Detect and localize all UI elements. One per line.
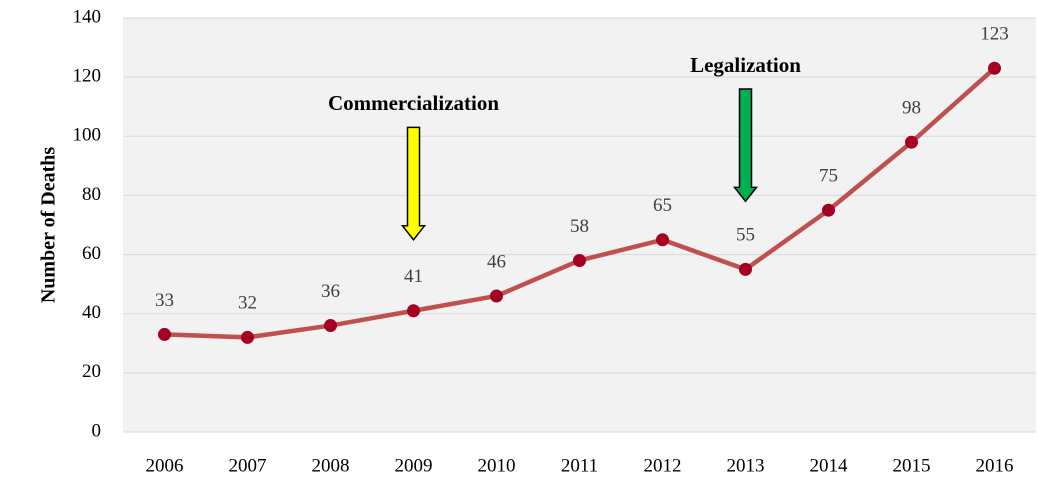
x-tick-label: 2010: [478, 455, 516, 476]
data-label: 58: [570, 216, 589, 237]
gridlines: [123, 17, 1036, 433]
data-point: [324, 319, 337, 333]
x-tick-label: 2016: [976, 455, 1014, 476]
y-tick-label: 100: [73, 125, 102, 146]
y-tick-label: 80: [82, 184, 101, 205]
annotations: Commercialization Legalization: [328, 53, 801, 241]
data-label: 65: [653, 195, 672, 216]
data-point: [822, 203, 835, 217]
x-tick-label: 2007: [229, 455, 267, 476]
data-point: [905, 135, 918, 149]
y-axis-label: Number of Deaths: [38, 147, 60, 304]
data-point: [739, 262, 752, 276]
annotation-arrow: [400, 126, 427, 241]
annotation-label: Legalization: [690, 53, 801, 77]
x-tick-label: 2006: [146, 455, 184, 476]
y-tick-label: 20: [82, 361, 101, 382]
data-point: [158, 327, 171, 341]
data-label: 55: [736, 225, 755, 246]
x-tick-label: 2013: [727, 455, 765, 476]
x-tick-label: 2008: [312, 455, 350, 476]
plot-background: [123, 18, 1036, 432]
data-point: [407, 304, 420, 318]
data-label: 98: [902, 98, 921, 119]
data-point: [573, 253, 586, 267]
x-tick-label: 2012: [644, 455, 682, 476]
y-axis-ticks: 0 20 40 60 80 100 120 140: [73, 6, 102, 441]
data-label: 36: [321, 281, 340, 302]
x-tick-label: 2009: [395, 455, 433, 476]
y-tick-label: 60: [82, 243, 101, 264]
series-group: 33 32 36 41 46 58 65 55 75 98 123: [155, 24, 1009, 344]
data-point: [988, 61, 1001, 75]
y-tick-label: 120: [73, 66, 102, 87]
data-point: [241, 330, 254, 344]
data-label: 33: [155, 290, 174, 311]
y-tick-label: 140: [73, 6, 102, 27]
x-tick-label: 2015: [893, 455, 931, 476]
y-tick-label: 40: [82, 302, 101, 323]
data-label: 75: [819, 166, 838, 187]
data-label: 32: [238, 293, 257, 314]
data-label: 46: [487, 251, 506, 272]
annotation-label: Commercialization: [328, 91, 499, 115]
x-tick-label: 2014: [810, 455, 849, 476]
data-point: [656, 233, 669, 247]
data-label: 41: [404, 266, 423, 287]
x-tick-label: 2011: [561, 455, 598, 476]
x-axis-ticks: 2006 2007 2008 2009 2010 2011 2012 2013 2014 2015…: [146, 455, 1014, 476]
y-tick-label: 0: [92, 420, 102, 441]
annotation-arrow: [732, 88, 759, 203]
data-point: [490, 289, 503, 303]
data-label: 123: [980, 24, 1009, 45]
